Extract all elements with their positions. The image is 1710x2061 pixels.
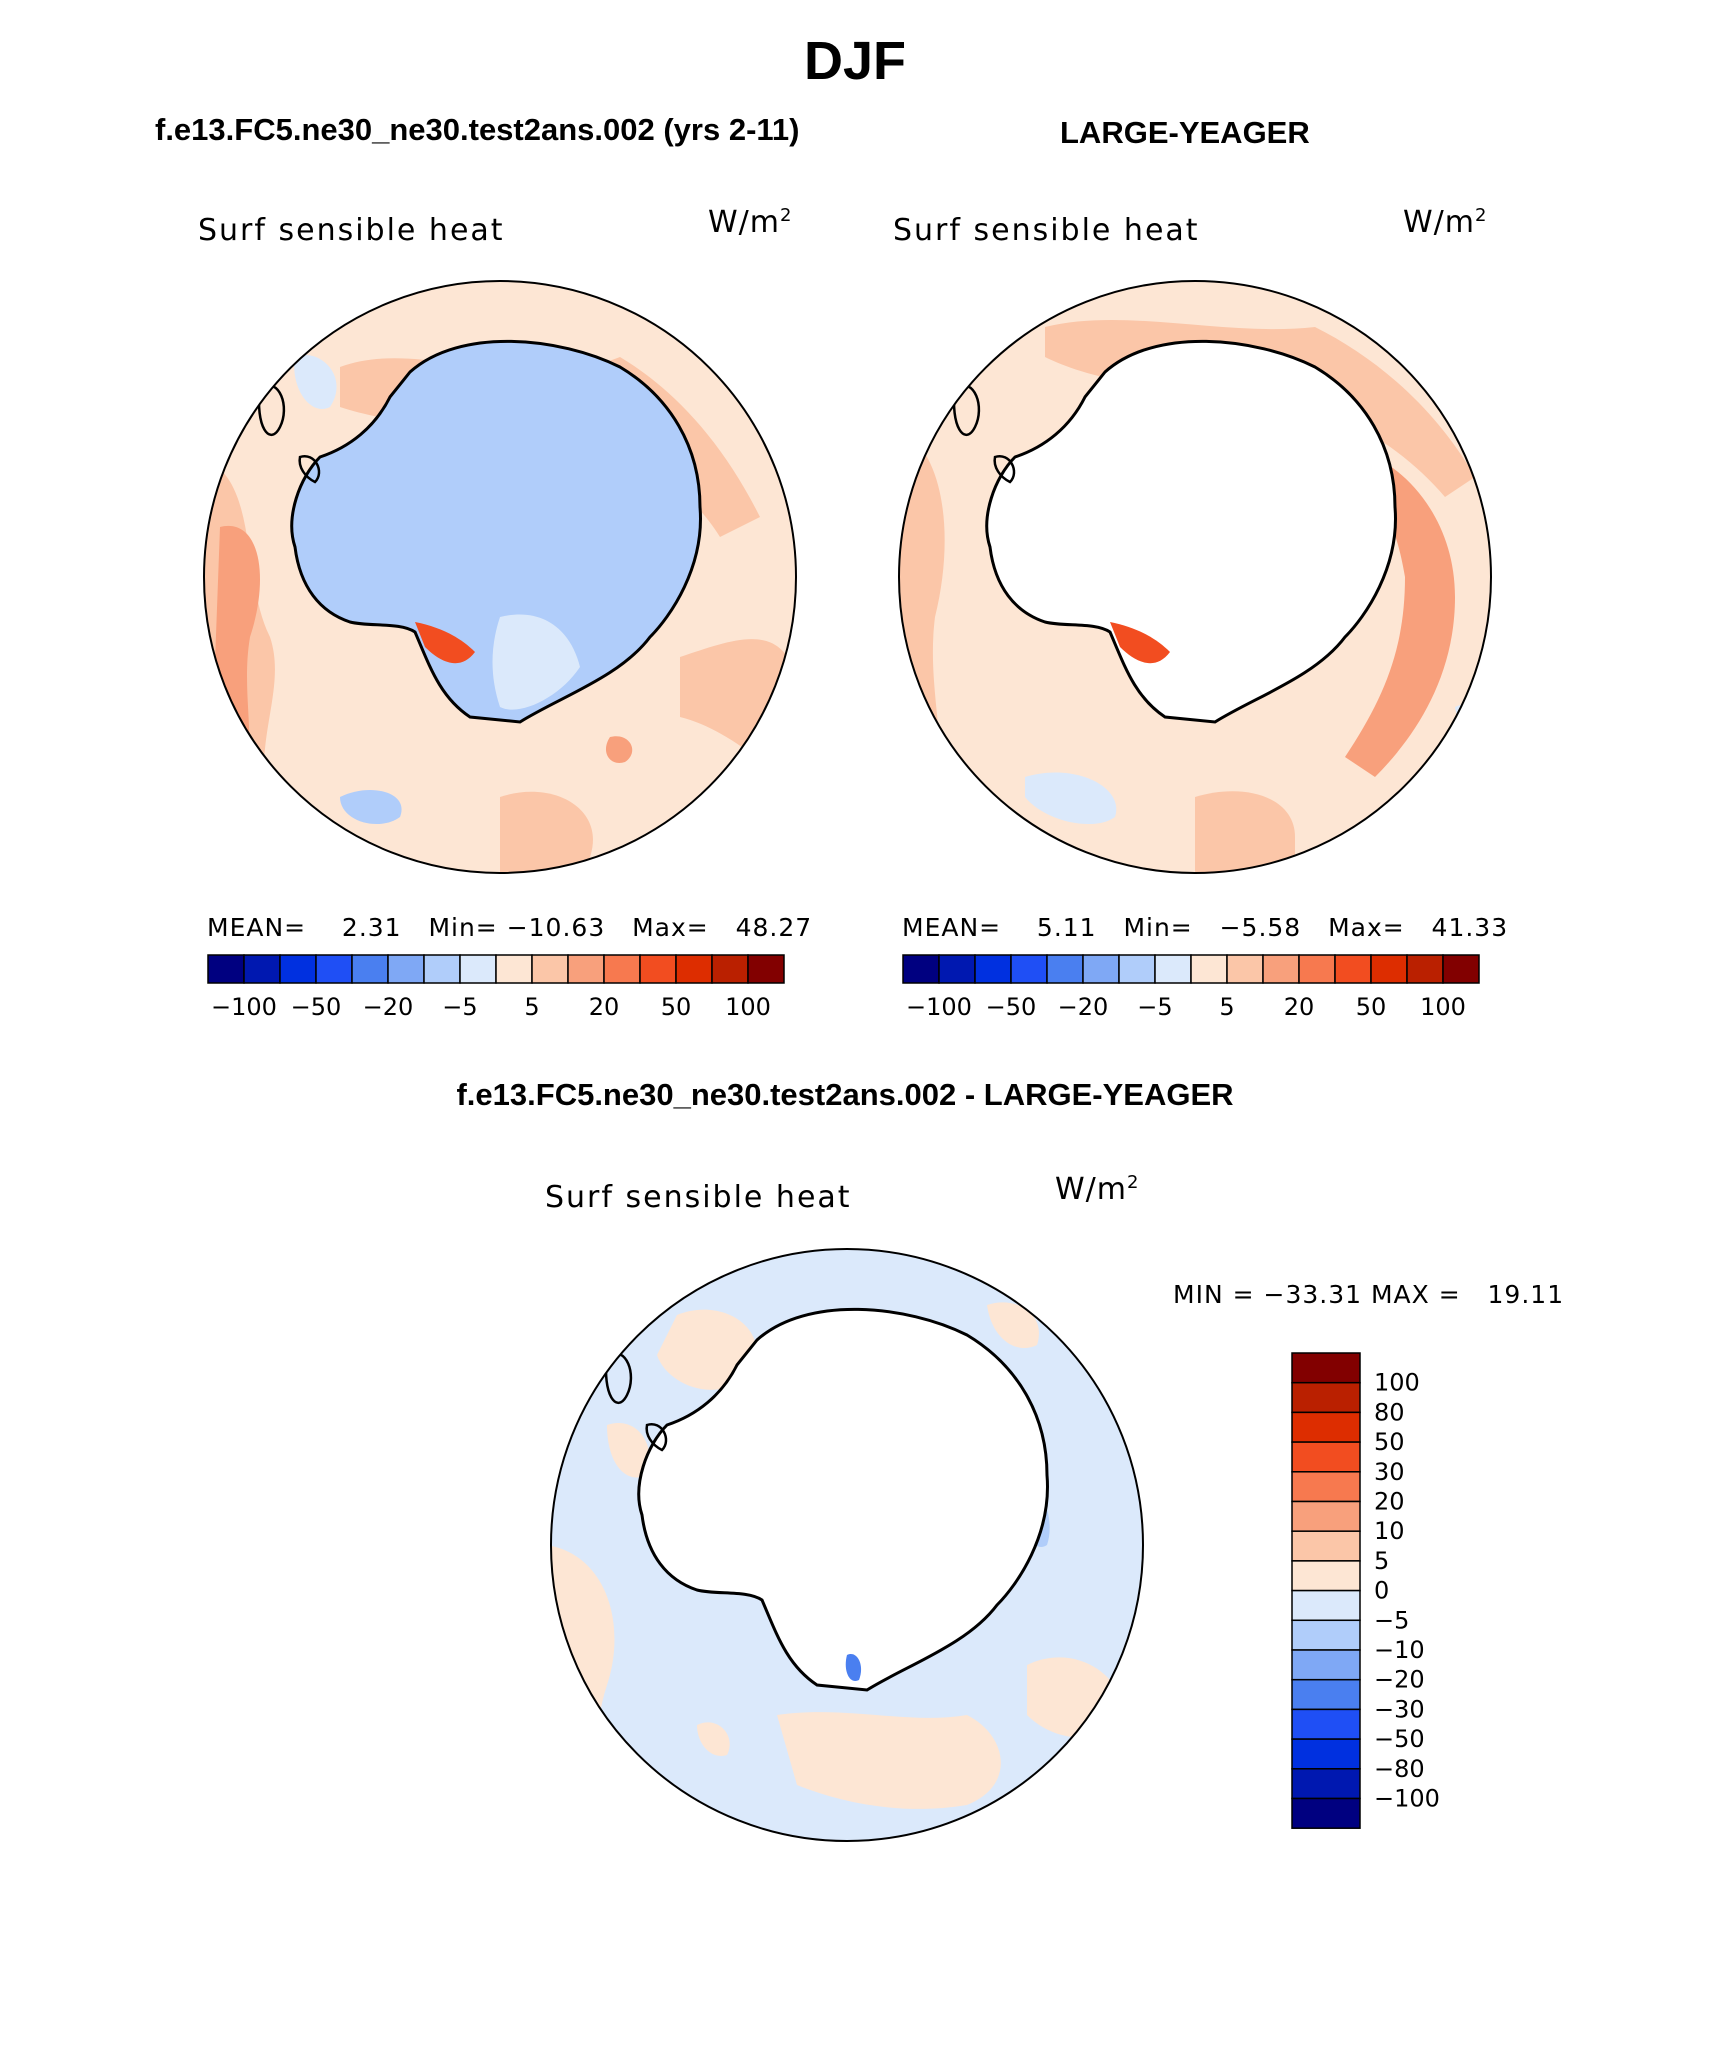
panel1-colorbar-label: −5: [442, 993, 477, 1021]
panel3-colorbar-label: −20: [1374, 1666, 1425, 1694]
panel1-units: W/m2: [708, 205, 793, 240]
panel3-stats: MIN = −33.31 MAX = 19.11: [1173, 1280, 1565, 1309]
panel3-colorbar-box: [1291, 1530, 1361, 1562]
panel3-colorbar-label: 10: [1374, 1517, 1405, 1545]
panel2-colorbar-box: [938, 954, 976, 984]
panel2-colorbar-box: [1442, 954, 1480, 984]
panel1-colorbar-box: [639, 954, 677, 984]
panel3-title: f.e13.FC5.ne30_ne30.test2ans.002 - LARGE…: [456, 1077, 1234, 1112]
panel3-colorbar-box: [1291, 1411, 1361, 1443]
panel2-colorbar-label: 5: [1219, 993, 1234, 1021]
panel3-colorbar-box: [1291, 1560, 1361, 1592]
panel2-colorbar-box: [1370, 954, 1408, 984]
panel3-colorbar-box: [1291, 1708, 1361, 1740]
panel1-colorbar-label: −100: [211, 993, 277, 1021]
panel2-colorbar-label: 20: [1284, 993, 1315, 1021]
panel1-colorbar-box: [207, 954, 245, 984]
panel1-colorbar-box: [711, 954, 749, 984]
panel3-colorbar-box: [1291, 1678, 1361, 1711]
panel2-colorbar-label: −20: [1058, 993, 1109, 1021]
panel3-colorbar-label: −30: [1374, 1695, 1425, 1723]
panel1-colorbar-box: [495, 954, 533, 984]
panel2-colorbar-box: [974, 954, 1012, 984]
figure-title: DJF: [803, 31, 906, 91]
panel3-colorbar-label: 0: [1374, 1577, 1389, 1605]
panel1-colorbar-label: 5: [524, 993, 539, 1021]
panel1-colorbar-label: 50: [661, 993, 692, 1021]
panel1-colorbar-label: 20: [589, 993, 620, 1021]
panel2-colorbar-label: 50: [1356, 993, 1387, 1021]
panel2-colorbar-box: [1046, 954, 1084, 984]
panel3-colorbar-label: −80: [1374, 1755, 1425, 1783]
panel1-colorbar-box: [243, 954, 281, 984]
panel2-colorbar-box: [1262, 954, 1300, 984]
panel2-title: LARGE-YEAGER: [1060, 115, 1310, 150]
panel2-colorbar-box: [902, 954, 940, 984]
panel2-colorbar-box: [1226, 954, 1264, 984]
panel2-colorbar-label: 100: [1420, 993, 1466, 1021]
panel3-variable-label: Surf sensible heat: [545, 1180, 852, 1215]
panel2-colorbar-box: [1190, 954, 1228, 984]
panel1-colorbar: −100 −50 −20 −5 5 20 50 100: [207, 954, 785, 1021]
panel3-colorbar-box: [1291, 1589, 1361, 1622]
panel3-map: [550, 1248, 1144, 1842]
panel1-title: f.e13.FC5.ne30_ne30.test2ans.002 (yrs 2-…: [155, 112, 800, 147]
panel2-colorbar-box: [1334, 954, 1372, 984]
panel1-colorbar-label: −20: [363, 993, 414, 1021]
panel2-stats: MEAN= 5.11 Min= −5.58 Max= 41.33: [902, 913, 1509, 942]
panel3-colorbar-label: 100: [1374, 1369, 1420, 1397]
panel2-colorbar-label: −5: [1137, 993, 1172, 1021]
panel1-colorbar-box: [315, 954, 353, 984]
panel3-colorbar-label: 5: [1374, 1547, 1389, 1575]
panel2-colorbar-box: [1082, 954, 1120, 984]
panel1-colorbar-box: [603, 954, 641, 984]
panel2-colorbar-box: [1406, 954, 1444, 984]
panel1-colorbar-label: 100: [725, 993, 771, 1021]
panel3-colorbar-box: [1291, 1441, 1361, 1473]
panel3-colorbar-box: [1291, 1619, 1361, 1651]
panel1-colorbar-box: [387, 954, 425, 984]
panel3-colorbar-box: [1291, 1738, 1361, 1770]
panel3-colorbar-box: [1291, 1381, 1361, 1414]
panel1-colorbar-box: [351, 954, 389, 984]
panel3-colorbar-label: −5: [1374, 1606, 1409, 1634]
panel2-units: W/m2: [1403, 205, 1488, 240]
panel2-colorbar-box: [1154, 954, 1192, 984]
panel2-map: [898, 280, 1492, 874]
panel3-colorbar-label: 50: [1374, 1428, 1405, 1456]
panel1-variable-label: Surf sensible heat: [198, 213, 505, 248]
panel1-colorbar-label: −50: [291, 993, 342, 1021]
panel1-map: [203, 280, 797, 874]
panel1-colorbar-box: [279, 954, 317, 984]
panel2-colorbar-label: −50: [986, 993, 1037, 1021]
panel3-colorbar-label: −10: [1374, 1636, 1425, 1664]
panel1-colorbar-box: [531, 954, 569, 984]
panel3-colorbar-box: [1291, 1471, 1361, 1503]
panel3-colorbar-box: [1291, 1768, 1361, 1800]
panel3-colorbar-label: −100: [1374, 1785, 1440, 1813]
panel3-colorbar-box: [1291, 1649, 1361, 1681]
panel1-colorbar-box: [423, 954, 461, 984]
panel2-colorbar-box: [1010, 954, 1048, 984]
panel2-variable-label: Surf sensible heat: [893, 213, 1200, 248]
panel3-colorbar-label: 20: [1374, 1488, 1405, 1516]
panel3-units: W/m2: [1055, 1172, 1140, 1207]
panel3-colorbar-label: −50: [1374, 1725, 1425, 1753]
panel3-colorbar-label: 30: [1374, 1458, 1405, 1486]
panel1-stats: MEAN= 2.31 Min= −10.63 Max= 48.27: [207, 913, 813, 942]
panel2-colorbar: −100 −50 −20 −5 5 20 50 100: [902, 954, 1480, 1021]
panel2-colorbar-box: [1118, 954, 1156, 984]
panel2-colorbar-box: [1298, 954, 1336, 984]
panel1-colorbar-box: [675, 954, 713, 984]
panel1-colorbar-box: [567, 954, 605, 984]
panel2-colorbar-label: −100: [906, 993, 972, 1021]
panel3-colorbar-label: 80: [1374, 1398, 1405, 1426]
panel3-colorbar-box: [1291, 1352, 1361, 1384]
panel3-colorbar-box: [1291, 1797, 1361, 1829]
panel1-colorbar-box: [459, 954, 497, 984]
panel3-colorbar-box: [1291, 1500, 1361, 1532]
panel1-colorbar-box: [747, 954, 785, 984]
